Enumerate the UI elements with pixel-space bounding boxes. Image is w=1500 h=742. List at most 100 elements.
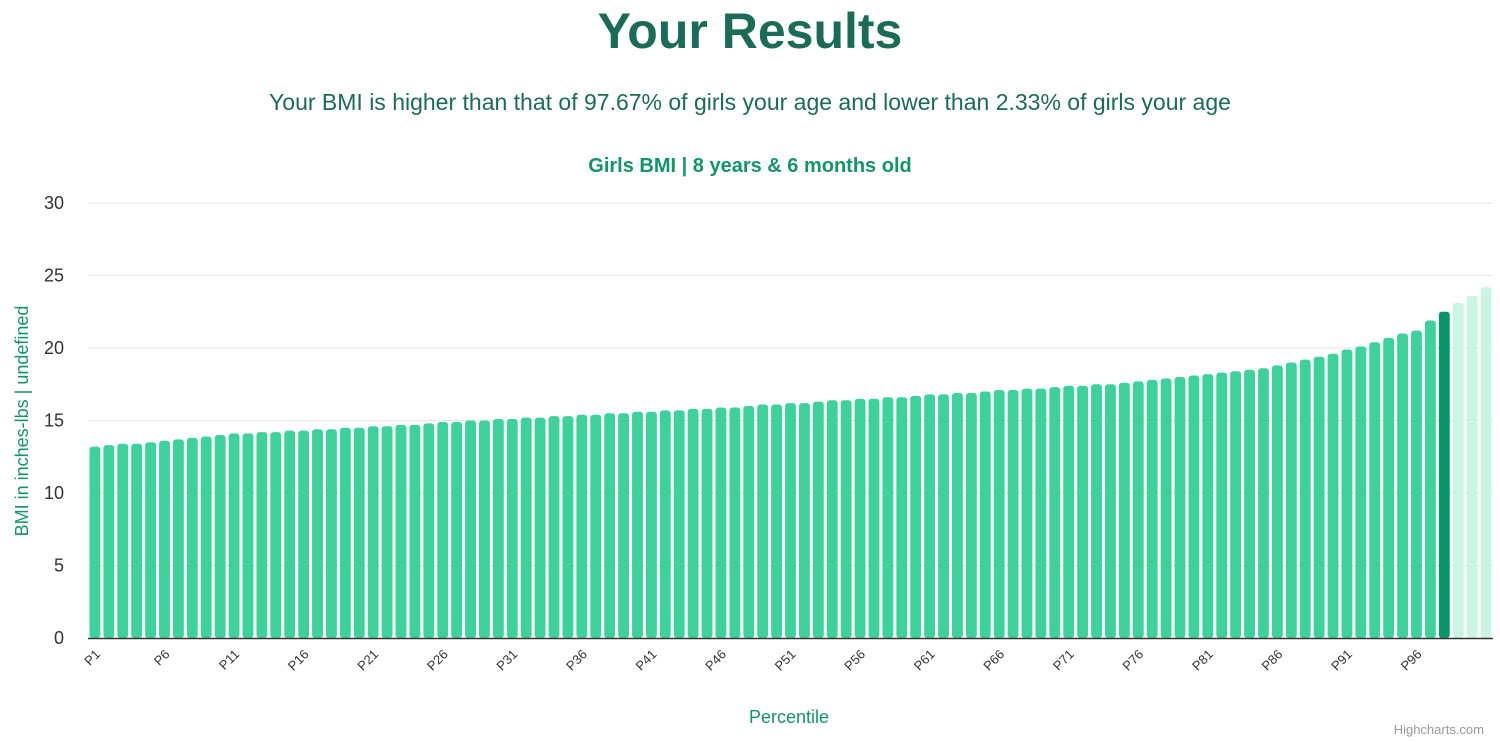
- bar[interactable]: [687, 408, 699, 638]
- bar[interactable]: [1285, 362, 1297, 639]
- bar[interactable]: [743, 406, 755, 638]
- bar[interactable]: [256, 432, 268, 638]
- bar[interactable]: [924, 394, 936, 638]
- credits-link[interactable]: Highcharts.com: [1394, 722, 1484, 737]
- bar[interactable]: [659, 410, 671, 638]
- bar[interactable]: [437, 421, 449, 638]
- bar[interactable]: [1160, 378, 1172, 638]
- bar[interactable]: [479, 420, 490, 639]
- bar[interactable]: [326, 429, 337, 638]
- bar[interactable]: [1035, 388, 1047, 638]
- bar[interactable]: [868, 398, 880, 638]
- bar[interactable]: [993, 390, 1005, 638]
- bar[interactable]: [423, 423, 435, 638]
- bar[interactable]: [1202, 374, 1214, 638]
- bar[interactable]: [465, 420, 476, 639]
- bar[interactable]: [590, 414, 602, 638]
- bar[interactable]: [1118, 382, 1130, 638]
- bar[interactable]: [1341, 349, 1353, 638]
- bar[interactable]: [854, 398, 866, 638]
- bar[interactable]: [882, 397, 894, 638]
- bar[interactable]: [145, 442, 157, 638]
- bar[interactable]: [965, 392, 977, 638]
- bar[interactable]: [812, 401, 824, 638]
- bar[interactable]: [979, 391, 991, 639]
- bar[interactable]: [771, 404, 783, 638]
- bar[interactable]: [186, 437, 198, 638]
- bar[interactable]: [1146, 379, 1158, 638]
- bar[interactable]: [1216, 372, 1228, 638]
- bar[interactable]: [117, 443, 129, 638]
- bar[interactable]: [645, 411, 657, 638]
- bar[interactable]: [451, 421, 463, 638]
- bar[interactable]: [520, 417, 532, 638]
- bar[interactable]: [228, 433, 240, 638]
- bar[interactable]: [1271, 365, 1283, 638]
- bar[interactable]: [757, 404, 769, 638]
- bar[interactable]: [353, 427, 365, 638]
- bar[interactable]: [159, 440, 170, 638]
- bar[interactable]: [1258, 368, 1269, 638]
- bar[interactable]: [131, 443, 143, 638]
- bar[interactable]: [938, 394, 949, 638]
- bar[interactable]: [729, 407, 741, 638]
- bar[interactable]: [896, 397, 908, 638]
- bar[interactable]: [1411, 330, 1422, 638]
- bar[interactable]: [172, 439, 184, 638]
- bar[interactable]: [312, 429, 323, 638]
- bar[interactable]: [1105, 384, 1116, 638]
- bar[interactable]: [1077, 385, 1089, 638]
- bar[interactable]: [1452, 303, 1464, 638]
- bar[interactable]: [1355, 346, 1367, 638]
- bar[interactable]: [576, 414, 588, 638]
- bar[interactable]: [1049, 387, 1061, 638]
- bar[interactable]: [1313, 356, 1325, 638]
- bar[interactable]: [604, 413, 616, 638]
- bar[interactable]: [284, 430, 296, 638]
- bar[interactable]: [562, 416, 574, 638]
- bar[interactable]: [1424, 320, 1436, 638]
- bar[interactable]: [952, 392, 963, 638]
- bar[interactable]: [826, 400, 838, 638]
- bar[interactable]: [103, 445, 115, 638]
- bar[interactable]: [910, 395, 922, 638]
- bar[interactable]: [381, 426, 393, 638]
- bar[interactable]: [395, 424, 407, 638]
- bar[interactable]: [1299, 359, 1311, 638]
- bar[interactable]: [200, 436, 212, 638]
- bar[interactable]: [618, 413, 629, 638]
- bar[interactable]: [214, 435, 226, 638]
- bar-highlighted[interactable]: [1438, 311, 1450, 638]
- bar[interactable]: [298, 430, 310, 638]
- bar[interactable]: [1230, 371, 1242, 638]
- bar[interactable]: [785, 403, 796, 638]
- bar[interactable]: [492, 419, 504, 638]
- bar[interactable]: [534, 417, 546, 638]
- bar[interactable]: [673, 410, 685, 638]
- bar[interactable]: [1021, 388, 1033, 638]
- bar[interactable]: [1480, 287, 1492, 638]
- bar[interactable]: [840, 400, 852, 638]
- bar[interactable]: [548, 416, 560, 638]
- bar[interactable]: [701, 408, 713, 638]
- bar[interactable]: [1174, 377, 1186, 638]
- bar[interactable]: [1063, 385, 1075, 638]
- bar[interactable]: [1007, 390, 1019, 638]
- bar[interactable]: [409, 424, 421, 638]
- bar[interactable]: [1091, 384, 1102, 638]
- bar[interactable]: [1132, 381, 1144, 638]
- bar[interactable]: [1244, 369, 1255, 638]
- bar[interactable]: [270, 432, 282, 638]
- bar[interactable]: [242, 433, 254, 638]
- bar[interactable]: [1466, 295, 1478, 638]
- bar[interactable]: [798, 403, 810, 638]
- bar[interactable]: [1327, 353, 1339, 638]
- bar[interactable]: [1397, 333, 1409, 639]
- bar[interactable]: [367, 426, 379, 638]
- bar[interactable]: [632, 411, 643, 638]
- bar[interactable]: [89, 446, 101, 638]
- bar[interactable]: [339, 427, 351, 638]
- bar[interactable]: [1383, 337, 1395, 638]
- bar[interactable]: [1369, 342, 1381, 638]
- bar[interactable]: [715, 407, 727, 638]
